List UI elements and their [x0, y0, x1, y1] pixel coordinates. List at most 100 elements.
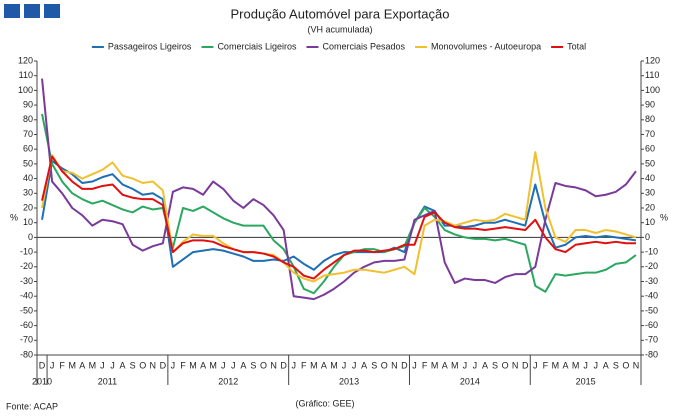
x-tick-label: A — [361, 360, 367, 370]
y2-tick-label: 50 — [645, 158, 655, 168]
y-tick-label: 40 — [23, 173, 33, 183]
x-tick-label: M — [68, 360, 76, 370]
series-line — [41, 78, 637, 301]
y2-tick-label: 80 — [645, 114, 655, 124]
x-tick-label: J — [352, 360, 357, 370]
x-tick-label: O — [139, 360, 146, 370]
y-tick-label: 80 — [23, 114, 33, 124]
x-tick-label: M — [209, 360, 217, 370]
x-tick-label: M — [431, 360, 439, 370]
y2-tick-label: 90 — [645, 99, 655, 109]
y-axis-label: % — [10, 212, 18, 222]
y2-tick-label: -40 — [645, 291, 658, 301]
y2-tick-label: -10 — [645, 246, 658, 256]
credit: (Gráfico: GEE) — [295, 398, 354, 408]
series-line — [41, 155, 636, 280]
x-tick-label: D — [160, 360, 167, 370]
x-tick-label: A — [240, 360, 246, 370]
y2-tick-label: 10 — [645, 217, 655, 227]
source: Fonte: ACAP — [6, 401, 58, 411]
series-line — [41, 159, 637, 271]
y2-tick-label: -30 — [645, 276, 658, 286]
y-tick-label: -80 — [20, 349, 33, 359]
x-tick-label: J — [171, 360, 176, 370]
x-tick-label: M — [451, 360, 459, 370]
logo-square — [44, 4, 60, 18]
x-tick-label: J — [463, 360, 468, 370]
x-tick-label: N — [150, 360, 157, 370]
legend-label: Comerciais Ligeiros — [217, 41, 297, 51]
y-tick-label: 70 — [23, 129, 33, 139]
x-tick-label: N — [270, 360, 277, 370]
x-tick-label: J — [583, 360, 588, 370]
year-label: 2011 — [98, 376, 117, 386]
x-tick-label: J — [291, 360, 296, 370]
y-tick-label: -30 — [20, 276, 33, 286]
y2-tick-label: 70 — [645, 129, 655, 139]
y2-tick-label: -50 — [645, 305, 658, 315]
series-line — [41, 151, 637, 283]
y2-tick-label: 40 — [645, 173, 655, 183]
x-tick-label: S — [371, 360, 377, 370]
logo-square — [24, 4, 40, 18]
x-tick-label: O — [260, 360, 267, 370]
x-tick-label: J — [473, 360, 478, 370]
x-tick-label: A — [603, 360, 609, 370]
x-tick-label: D — [522, 360, 529, 370]
x-tick-label: N — [512, 360, 519, 370]
y-tick-label: -50 — [20, 305, 33, 315]
y2-tick-label: 110 — [645, 70, 659, 80]
x-tick-label: D — [401, 360, 408, 370]
y2-tick-label: -20 — [645, 261, 658, 271]
y-tick-label: 110 — [19, 70, 33, 80]
x-tick-label: A — [562, 360, 568, 370]
year-label: 2015 — [576, 376, 596, 386]
y-tick-label: -70 — [20, 335, 33, 345]
x-tick-label: F — [59, 360, 65, 370]
chart-title: Produção Automóvel para Exportação — [231, 6, 450, 21]
series-line — [41, 113, 637, 295]
x-tick-label: F — [301, 360, 307, 370]
y2-tick-label: 60 — [645, 144, 655, 154]
x-tick-label: J — [593, 360, 598, 370]
x-tick-label: J — [50, 360, 55, 370]
x-tick-label: O — [381, 360, 388, 370]
y-tick-label: 90 — [23, 99, 33, 109]
x-tick-label: S — [130, 360, 136, 370]
x-tick-label: A — [482, 360, 488, 370]
x-tick-label: J — [110, 360, 115, 370]
x-tick-label: S — [613, 360, 619, 370]
y2-tick-label: 30 — [645, 188, 655, 198]
y2-tick-label: -80 — [645, 349, 658, 359]
x-tick-label: F — [422, 360, 428, 370]
year-label: 2013 — [339, 376, 359, 386]
y-tick-label: 20 — [23, 202, 33, 212]
x-tick-label: J — [231, 360, 236, 370]
x-tick-label: F — [543, 360, 549, 370]
x-tick-label: O — [502, 360, 509, 370]
y-tick-label: -20 — [20, 261, 33, 271]
y-tick-label: -10 — [20, 246, 33, 256]
x-tick-label: A — [200, 360, 206, 370]
x-tick-label: J — [342, 360, 347, 370]
x-tick-label: A — [442, 360, 448, 370]
logo-square — [4, 4, 20, 18]
chart-subtitle: (VH acumulada) — [307, 24, 372, 34]
y-tick-label: 50 — [23, 158, 33, 168]
legend-label: Passageiros Ligeiros — [108, 41, 192, 51]
x-tick-label: J — [100, 360, 105, 370]
x-tick-label: O — [622, 360, 629, 370]
year-label: 2014 — [460, 376, 480, 386]
x-tick-label: J — [412, 360, 417, 370]
x-tick-label: S — [250, 360, 256, 370]
x-tick-label: N — [633, 360, 640, 370]
legend-label: Total — [567, 41, 586, 51]
y-tick-label: 60 — [23, 144, 33, 154]
y-tick-label: 30 — [23, 188, 33, 198]
x-tick-label: J — [533, 360, 538, 370]
y-tick-label: -40 — [20, 291, 33, 301]
x-tick-label: D — [39, 360, 46, 370]
x-tick-label: M — [310, 360, 318, 370]
x-tick-label: D — [280, 360, 287, 370]
